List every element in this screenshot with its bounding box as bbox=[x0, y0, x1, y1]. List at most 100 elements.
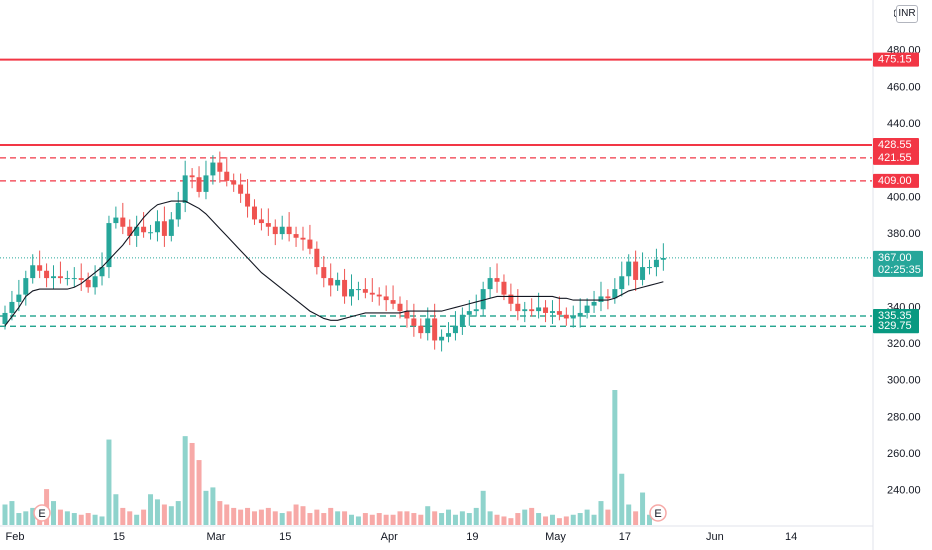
earnings-marker[interactable] bbox=[649, 504, 667, 522]
candle-body[interactable] bbox=[383, 296, 389, 301]
candle-body[interactable] bbox=[549, 311, 555, 313]
candle-body[interactable] bbox=[272, 226, 278, 235]
volume-bar[interactable] bbox=[161, 504, 167, 525]
volume-bar[interactable] bbox=[265, 507, 271, 525]
candle-body[interactable] bbox=[182, 175, 188, 203]
volume-bar[interactable] bbox=[196, 460, 202, 525]
candle-body[interactable] bbox=[286, 226, 292, 235]
volume-bar[interactable] bbox=[452, 514, 458, 525]
candle-body[interactable] bbox=[161, 221, 167, 236]
candle-body[interactable] bbox=[432, 318, 438, 341]
volume-bar[interactable] bbox=[480, 490, 486, 525]
volume-bar[interactable] bbox=[549, 514, 555, 525]
volume-bar[interactable] bbox=[418, 514, 424, 525]
volume-bar[interactable] bbox=[646, 514, 652, 525]
candle-body[interactable] bbox=[487, 278, 493, 290]
candle-body[interactable] bbox=[85, 279, 91, 288]
volume-bar[interactable] bbox=[300, 506, 306, 525]
volume-bar[interactable] bbox=[522, 509, 528, 525]
candle-body[interactable] bbox=[51, 276, 57, 279]
volume-bar[interactable] bbox=[64, 511, 70, 525]
volume-bar[interactable] bbox=[466, 513, 472, 525]
earnings-marker[interactable] bbox=[33, 504, 51, 522]
candle-body[interactable] bbox=[397, 303, 403, 312]
candle-body[interactable] bbox=[376, 294, 382, 297]
volume-bar[interactable] bbox=[598, 501, 604, 525]
volume-bar[interactable] bbox=[362, 513, 368, 525]
candle-body[interactable] bbox=[141, 226, 147, 233]
volume-bar[interactable] bbox=[168, 506, 174, 525]
volume-bar[interactable] bbox=[154, 499, 160, 525]
volume-bar[interactable] bbox=[78, 514, 84, 525]
candle-body[interactable] bbox=[501, 281, 507, 295]
candle-body[interactable] bbox=[446, 333, 452, 337]
candle-body[interactable] bbox=[175, 202, 181, 220]
candle-body[interactable] bbox=[591, 301, 597, 306]
candle-body[interactable] bbox=[335, 279, 341, 286]
volume-bar[interactable] bbox=[113, 494, 119, 525]
volume-bar[interactable] bbox=[425, 506, 431, 525]
volume-bar[interactable] bbox=[224, 504, 230, 525]
last-price-tag[interactable] bbox=[873, 250, 923, 277]
candle-body[interactable] bbox=[300, 237, 306, 240]
candle-body[interactable] bbox=[127, 226, 133, 236]
candle-body[interactable] bbox=[349, 289, 354, 297]
volume-bar[interactable] bbox=[605, 509, 611, 525]
volume-bar[interactable] bbox=[279, 513, 285, 525]
candle-body[interactable] bbox=[64, 278, 70, 280]
volume-bar[interactable] bbox=[71, 513, 77, 525]
candle-body[interactable] bbox=[251, 206, 257, 220]
volume-bar[interactable] bbox=[570, 514, 576, 525]
level-price-tag[interactable] bbox=[873, 138, 919, 153]
candle-body[interactable] bbox=[522, 309, 528, 312]
volume-bar[interactable] bbox=[51, 501, 57, 525]
volume-bar[interactable] bbox=[591, 514, 597, 525]
volume-bar[interactable] bbox=[508, 518, 514, 525]
candle-body[interactable] bbox=[411, 318, 417, 326]
candle-body[interactable] bbox=[2, 312, 8, 324]
candle-body[interactable] bbox=[57, 276, 63, 279]
volume-bar[interactable] bbox=[217, 501, 223, 525]
candle-body[interactable] bbox=[9, 301, 15, 313]
candle-body[interactable] bbox=[536, 307, 542, 312]
candle-body[interactable] bbox=[265, 223, 271, 227]
candle-body[interactable] bbox=[494, 278, 500, 282]
candle-body[interactable] bbox=[44, 270, 50, 279]
volume-bar[interactable] bbox=[355, 516, 361, 525]
volume-bar[interactable] bbox=[619, 473, 625, 525]
candle-body[interactable] bbox=[168, 219, 174, 236]
candle-body[interactable] bbox=[113, 217, 119, 224]
volume-bar[interactable] bbox=[459, 511, 465, 525]
candle-body[interactable] bbox=[293, 234, 299, 238]
volume-bar[interactable] bbox=[231, 507, 237, 525]
candle-body[interactable] bbox=[452, 325, 458, 334]
volume-bar[interactable] bbox=[640, 492, 646, 525]
volume-bar[interactable] bbox=[134, 514, 140, 525]
volume-bar[interactable] bbox=[189, 442, 195, 525]
volume-bar[interactable] bbox=[612, 390, 618, 525]
volume-bar[interactable] bbox=[286, 511, 292, 525]
volume-bar[interactable] bbox=[487, 511, 493, 525]
volume-bar[interactable] bbox=[238, 509, 244, 525]
candle-body[interactable] bbox=[556, 311, 562, 315]
volume-bar[interactable] bbox=[383, 514, 389, 525]
volume-bar[interactable] bbox=[106, 439, 112, 525]
candle-body[interactable] bbox=[16, 294, 22, 302]
candle-body[interactable] bbox=[106, 223, 112, 268]
volume-bar[interactable] bbox=[563, 516, 569, 525]
volume-bar[interactable] bbox=[432, 511, 438, 525]
volume-bar[interactable] bbox=[210, 487, 216, 525]
candle-body[interactable] bbox=[238, 184, 244, 194]
candle-body[interactable] bbox=[258, 219, 264, 224]
candle-body[interactable] bbox=[203, 175, 209, 192]
volume-bar[interactable] bbox=[446, 509, 452, 525]
volume-bar[interactable] bbox=[9, 501, 15, 525]
volume-bar[interactable] bbox=[245, 507, 251, 525]
volume-bar[interactable] bbox=[148, 494, 154, 525]
volume-bar[interactable] bbox=[633, 511, 639, 525]
volume-bar[interactable] bbox=[120, 507, 126, 525]
volume-bar[interactable] bbox=[321, 513, 327, 525]
candle-body[interactable] bbox=[342, 279, 348, 297]
candle-body[interactable] bbox=[480, 289, 486, 310]
